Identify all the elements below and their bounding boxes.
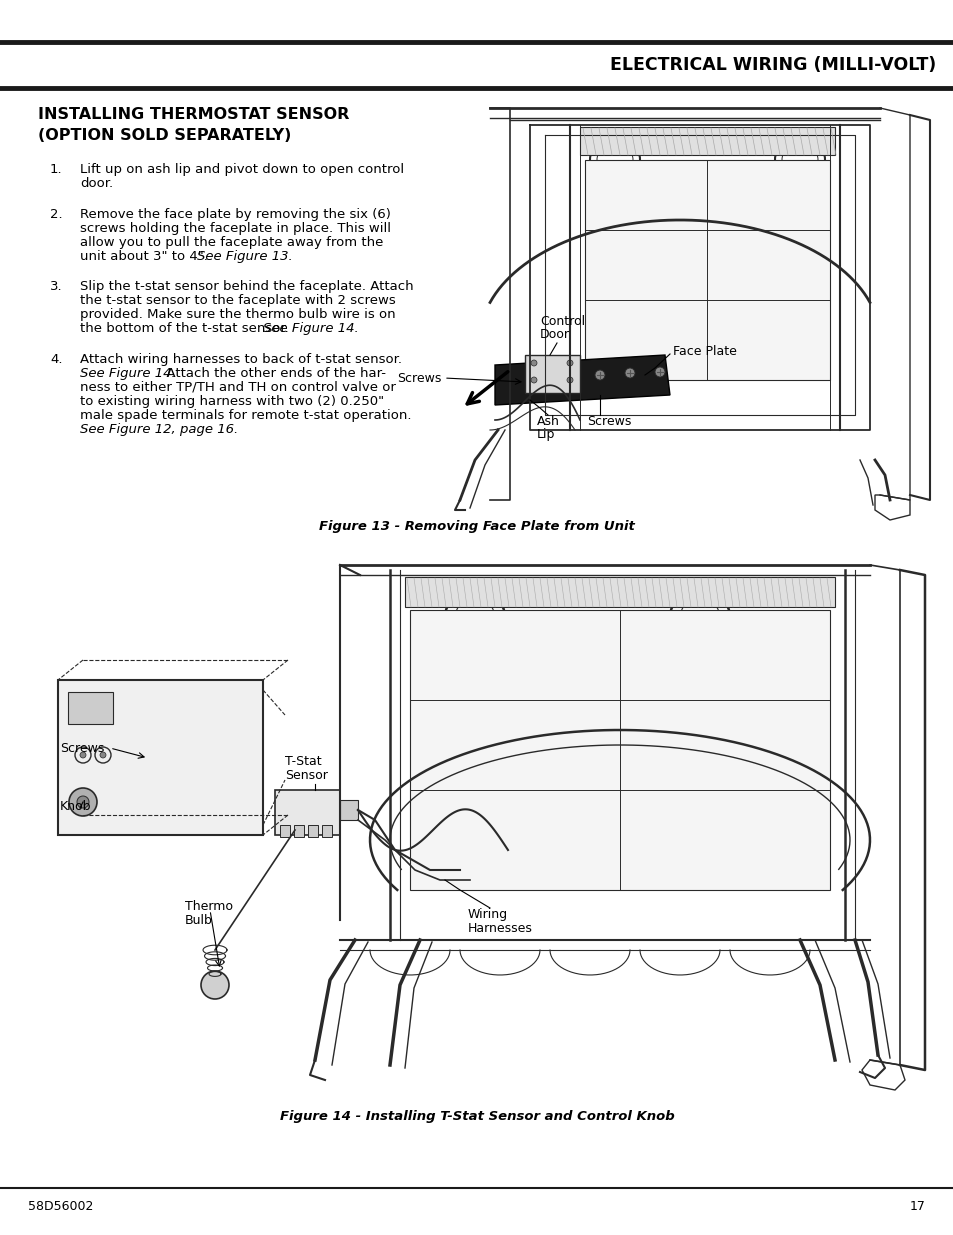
Text: provided. Make sure the thermo bulb wire is on: provided. Make sure the thermo bulb wire…	[80, 308, 395, 321]
Bar	[274, 790, 339, 835]
Text: Harnesses: Harnesses	[468, 923, 533, 935]
Bar	[308, 825, 317, 837]
Text: See Figure 13.: See Figure 13.	[196, 249, 292, 263]
Circle shape	[69, 788, 97, 816]
Text: INSTALLING THERMOSTAT SENSOR: INSTALLING THERMOSTAT SENSOR	[38, 107, 349, 122]
Text: allow you to pull the faceplate away from the: allow you to pull the faceplate away fro…	[80, 236, 383, 249]
Circle shape	[531, 359, 537, 366]
Bar	[410, 610, 829, 890]
Text: the t-stat sensor to the faceplate with 2 screws: the t-stat sensor to the faceplate with …	[80, 294, 395, 308]
Bar	[68, 692, 112, 724]
Text: 58D56002: 58D56002	[28, 1200, 93, 1213]
Text: Figure 13 - Removing Face Plate from Unit: Figure 13 - Removing Face Plate from Uni…	[318, 520, 635, 534]
Bar	[405, 577, 834, 606]
Text: Screws: Screws	[586, 415, 631, 429]
Text: Ash: Ash	[537, 415, 559, 429]
Circle shape	[77, 797, 89, 808]
Text: 4.: 4.	[50, 353, 63, 366]
Text: ness to either TP/TH and TH on control valve or: ness to either TP/TH and TH on control v…	[80, 382, 395, 394]
Text: Attach wiring harnesses to back of t-stat sensor.: Attach wiring harnesses to back of t-sta…	[80, 353, 401, 366]
Text: Attach the other ends of the har-: Attach the other ends of the har-	[157, 367, 385, 380]
Text: Figure 14 - Installing T-Stat Sensor and Control Knob: Figure 14 - Installing T-Stat Sensor and…	[279, 1110, 674, 1123]
Text: 17: 17	[909, 1200, 925, 1213]
Text: ELECTRICAL WIRING (MILLI-VOLT): ELECTRICAL WIRING (MILLI-VOLT)	[609, 56, 935, 74]
Bar	[579, 127, 834, 156]
Circle shape	[595, 370, 604, 380]
Bar	[58, 680, 263, 835]
Circle shape	[80, 752, 86, 758]
Text: Slip the t-stat sensor behind the faceplate. Attach: Slip the t-stat sensor behind the facepl…	[80, 280, 414, 293]
Circle shape	[100, 752, 106, 758]
Bar	[294, 825, 304, 837]
Text: Control: Control	[539, 315, 584, 329]
Circle shape	[655, 367, 664, 377]
Circle shape	[624, 368, 635, 378]
Text: Lip: Lip	[537, 429, 555, 441]
Text: Door: Door	[539, 329, 569, 341]
Text: Screws: Screws	[60, 742, 104, 755]
Text: Screws: Screws	[396, 372, 441, 384]
Bar	[584, 161, 829, 380]
Circle shape	[201, 971, 229, 999]
Bar	[322, 825, 332, 837]
Circle shape	[566, 359, 573, 366]
Text: Thermo: Thermo	[185, 900, 233, 913]
Text: 3.: 3.	[50, 280, 63, 293]
Circle shape	[566, 377, 573, 383]
Text: Bulb: Bulb	[185, 914, 213, 927]
Text: the bottom of the t-stat sensor.: the bottom of the t-stat sensor.	[80, 322, 293, 335]
Text: unit about 3" to 4".: unit about 3" to 4".	[80, 249, 212, 263]
Text: 1.: 1.	[50, 163, 63, 177]
Bar	[524, 354, 579, 393]
Text: Sensor: Sensor	[285, 769, 328, 782]
Circle shape	[531, 377, 537, 383]
Text: screws holding the faceplate in place. This will: screws holding the faceplate in place. T…	[80, 222, 391, 235]
Text: door.: door.	[80, 177, 113, 190]
Bar	[339, 800, 357, 820]
Polygon shape	[495, 354, 669, 405]
Text: See Figure 14.: See Figure 14.	[80, 367, 175, 380]
Text: Face Plate: Face Plate	[672, 345, 736, 358]
Text: Lift up on ash lip and pivot down to open control: Lift up on ash lip and pivot down to ope…	[80, 163, 404, 177]
Text: (OPTION SOLD SEPARATELY): (OPTION SOLD SEPARATELY)	[38, 128, 291, 143]
Text: See Figure 14.: See Figure 14.	[263, 322, 358, 335]
Bar	[280, 825, 290, 837]
Text: See Figure 12, page 16.: See Figure 12, page 16.	[80, 424, 238, 436]
Text: male spade terminals for remote t-stat operation.: male spade terminals for remote t-stat o…	[80, 409, 411, 422]
Text: T-Stat: T-Stat	[285, 755, 321, 768]
Text: Remove the face plate by removing the six (6): Remove the face plate by removing the si…	[80, 207, 391, 221]
Text: to existing wiring harness with two (2) 0.250": to existing wiring harness with two (2) …	[80, 395, 384, 408]
Text: 2.: 2.	[50, 207, 63, 221]
Text: Knob: Knob	[60, 800, 91, 813]
Text: Wiring: Wiring	[468, 908, 508, 921]
